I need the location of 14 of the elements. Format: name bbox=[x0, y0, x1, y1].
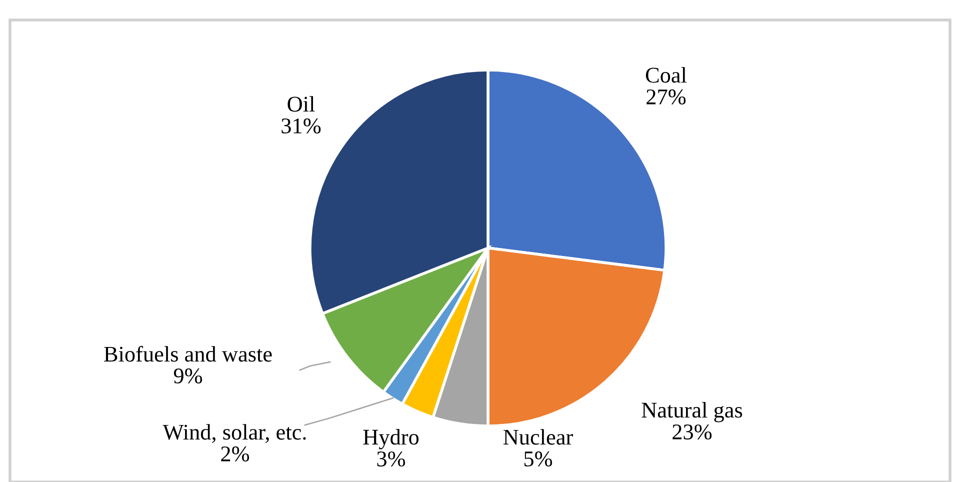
data-label: 3% bbox=[377, 451, 406, 467]
slice-label: Natural gas bbox=[642, 402, 742, 422]
slice-label: Wind, solar, etc. bbox=[162, 424, 306, 443]
slice-label: Nuclear bbox=[503, 429, 573, 445]
data-label: 27% bbox=[646, 89, 686, 104]
data-label: 9% bbox=[174, 368, 202, 384]
data-label: 2% bbox=[221, 446, 250, 462]
slice-label: Coal bbox=[646, 67, 687, 83]
slice-label: Biofuels and waste bbox=[104, 346, 272, 362]
data-label: 5% bbox=[524, 451, 552, 466]
data-label: 23% bbox=[672, 424, 712, 440]
data-label: 31% bbox=[282, 118, 321, 134]
slice-label: Hydro bbox=[363, 429, 419, 450]
slice-label: Oil bbox=[288, 96, 315, 112]
